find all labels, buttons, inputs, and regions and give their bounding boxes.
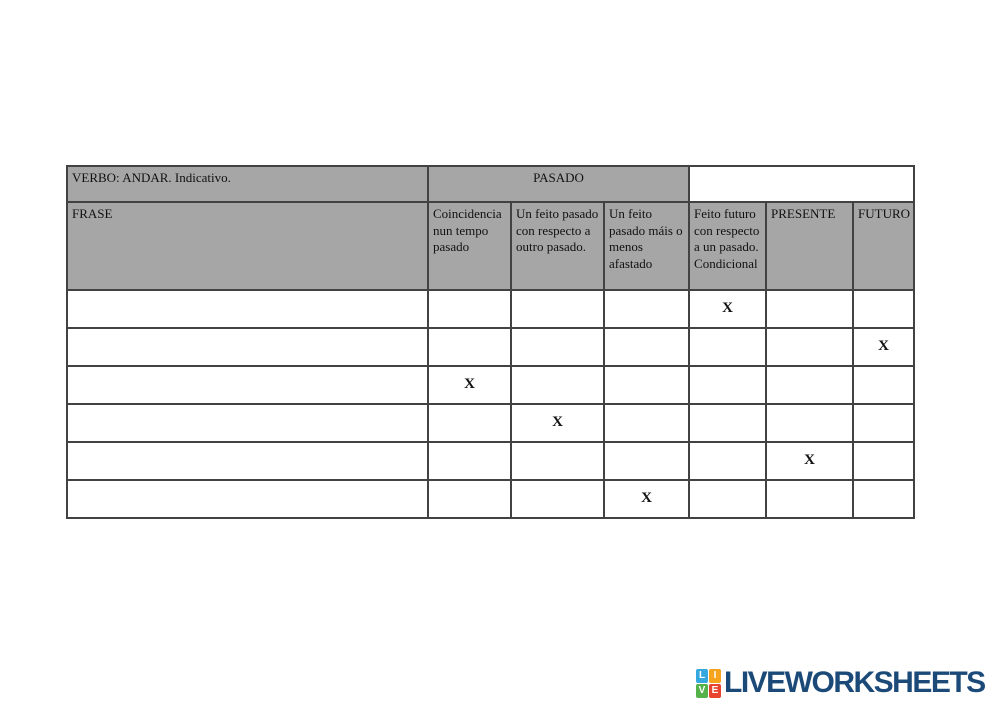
table-row: X [67,328,915,366]
mark-cell [766,480,854,518]
table-row: X [67,442,915,480]
mark-cell [428,404,511,442]
mark-cell [689,442,767,480]
mark-cell [428,290,511,328]
mark-cell [853,290,915,328]
mark-cell: X [766,442,854,480]
mark-cell [689,366,767,404]
column-header-feito-afastado: Un feito pasado máis o menos afastado [604,202,690,290]
column-header-frase: FRASE [67,202,428,290]
mark-cell [604,366,690,404]
mark-cell [766,290,854,328]
mark-cell: X [604,480,690,518]
mark-cell [428,328,511,366]
logo-tile-l-icon: L [696,668,708,683]
mark-cell [853,366,915,404]
column-header-futuro: FUTURO [853,202,915,290]
frase-answer-cell[interactable] [67,328,428,366]
verb-tense-table: VERBO: ANDAR. Indicativo. PASADO FRASE C… [66,165,916,519]
frase-answer-cell[interactable] [67,290,428,328]
mark-cell [853,442,915,480]
table-header-row-2: FRASE Coincidencia nun tempo pasado Un f… [67,202,915,290]
mark-cell [428,480,511,518]
table-row: X [67,366,915,404]
mark-cell: X [511,404,604,442]
mark-cell [689,328,767,366]
column-header-presente: PRESENTE [766,202,854,290]
mark-cell [511,442,604,480]
verbo-title-cell: VERBO: ANDAR. Indicativo. [67,166,428,202]
mark-cell [511,480,604,518]
table-row: X [67,290,915,328]
mark-cell [766,328,854,366]
frase-answer-cell[interactable] [67,442,428,480]
logo-tile-i-icon: I [709,668,721,683]
liveworksheets-grid-icon: L I V E [696,668,721,698]
mark-cell [853,480,915,518]
mark-cell [604,404,690,442]
liveworksheets-logo[interactable]: L I V E LIVEWORKSHEETS [696,666,986,700]
column-header-feito-respecto: Un feito pasado con respecto a outro pas… [511,202,604,290]
mark-cell: X [428,366,511,404]
frase-answer-cell[interactable] [67,404,428,442]
empty-top-right-cell [689,166,915,202]
mark-cell [766,404,854,442]
table-row: X [67,404,915,442]
mark-cell [511,366,604,404]
table-header-row-1: VERBO: ANDAR. Indicativo. PASADO [67,166,915,202]
liveworksheets-wordmark: LIVEWORKSHEETS [724,666,986,699]
mark-cell [604,328,690,366]
frase-answer-cell[interactable] [67,480,428,518]
logo-tile-v-icon: V [696,683,708,698]
mark-cell: X [689,290,767,328]
pasado-group-header: PASADO [428,166,690,202]
mark-cell [689,480,767,518]
mark-cell [766,366,854,404]
table-row: X [67,480,915,518]
mark-cell [604,442,690,480]
mark-cell [428,442,511,480]
column-header-coincidencia: Coincidencia nun tempo pasado [428,202,511,290]
mark-cell [511,290,604,328]
mark-cell [689,404,767,442]
logo-tile-e-icon: E [709,683,721,698]
mark-cell [853,404,915,442]
frase-answer-cell[interactable] [67,366,428,404]
column-header-feito-futuro: Feito futuro con respecto a un pasado. C… [689,202,767,290]
mark-cell [604,290,690,328]
mark-cell [511,328,604,366]
mark-cell: X [853,328,915,366]
